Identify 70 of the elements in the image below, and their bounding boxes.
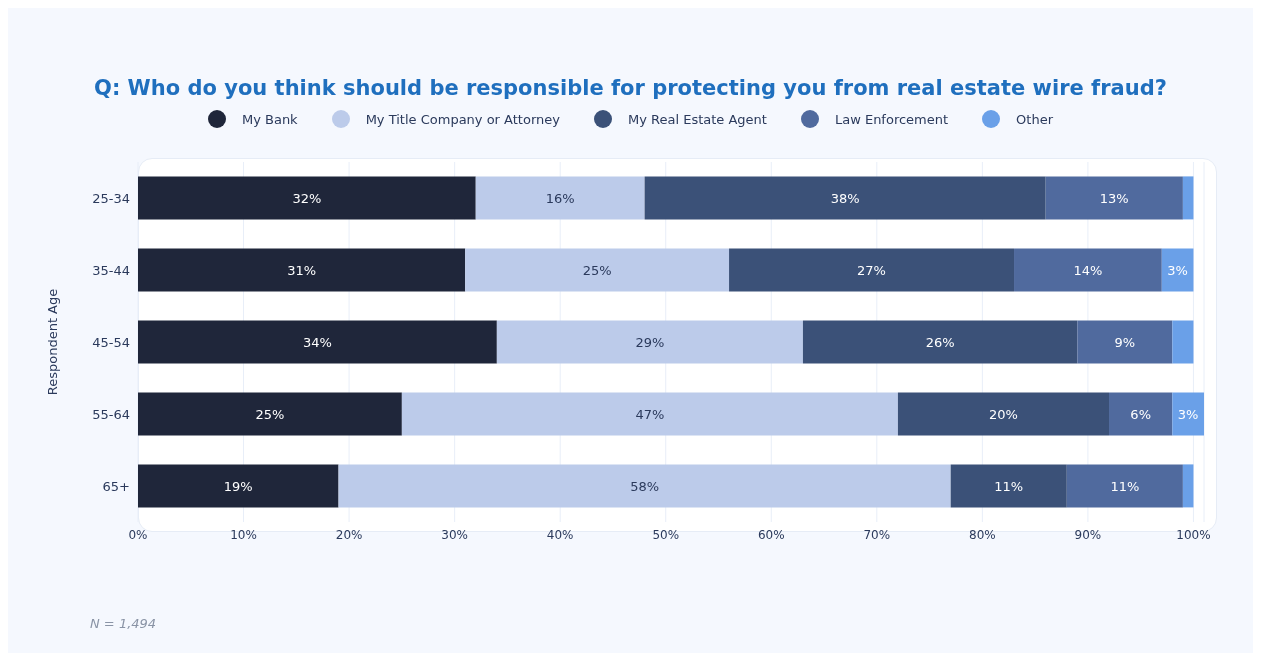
data-label: 14% [1073,262,1103,278]
legend-label: My Bank [241,111,298,127]
bar [1161,248,1194,292]
y-tick-label: 45-54 [92,334,130,350]
bar [1109,392,1173,436]
x-tick-label: 0% [128,527,148,542]
bar [465,248,730,292]
bar [1066,464,1183,508]
bar [729,248,1015,292]
data-label: 38% [830,190,860,206]
bar [897,392,1110,436]
chart-title: Q: Who do you think should be responsible for protecting you from real estate wire fraud? [93,76,1168,100]
legend-label: My Real Estate Agent [627,111,767,127]
bar [1172,320,1194,364]
bar [138,248,466,292]
x-tick-label: 20% [335,527,363,542]
legend-label: Law Enforcement [834,111,949,127]
legend-label: My Title Company or Attorney [365,111,560,127]
data-label: 3% [1167,262,1188,278]
x-tick-label: 60% [757,527,785,542]
data-label: 58% [630,478,660,494]
y-tick-label: 65+ [102,478,130,494]
data-label: 11% [994,478,1024,494]
bar [1014,248,1162,292]
data-label: 3% [1177,406,1199,422]
data-label: 19% [223,478,253,494]
bar [1172,392,1204,436]
bar [1182,464,1194,508]
bar [802,320,1078,364]
data-label: 20% [989,406,1018,422]
bar [138,464,339,508]
data-label: 25% [582,262,612,278]
bar [138,392,402,436]
x-tick-label: 100% [1176,527,1211,542]
data-label: 47% [635,406,665,422]
x-tick-label: 30% [441,527,468,542]
data-label: 26% [925,334,955,350]
bar [950,464,1067,508]
data-label: 25% [255,406,285,422]
data-label: 11% [1110,478,1140,494]
bar [138,176,476,220]
y-tick-label: 35-44 [92,262,130,278]
data-label: 32% [292,190,322,206]
data-label: 9% [1114,334,1136,350]
x-tick-label: 50% [652,527,680,542]
y-tick-label: 25-34 [92,190,130,206]
x-tick-label: 80% [969,527,996,542]
bar [138,320,497,364]
data-label: 34% [302,334,332,350]
data-label: 6% [1130,406,1151,422]
data-label: 29% [635,334,665,350]
bar [644,176,1046,220]
bar [1045,176,1183,220]
data-label: 27% [857,262,886,278]
legend-label: Other [1016,111,1054,127]
x-tick-label: 90% [1074,527,1102,542]
x-tick-label: 40% [546,527,574,542]
bar [475,176,645,220]
bar [338,464,951,508]
y-tick-label: 55-64 [92,406,130,422]
bar [1182,176,1194,220]
data-label: 16% [545,190,575,206]
data-label: 31% [287,262,317,278]
x-tick-label: 70% [863,527,891,542]
bar [496,320,803,364]
x-tick-label: 10% [230,527,257,542]
data-label: 13% [1099,190,1129,206]
text: N = 1,494 [90,616,157,631]
bar [401,392,898,436]
bar [1077,320,1173,364]
